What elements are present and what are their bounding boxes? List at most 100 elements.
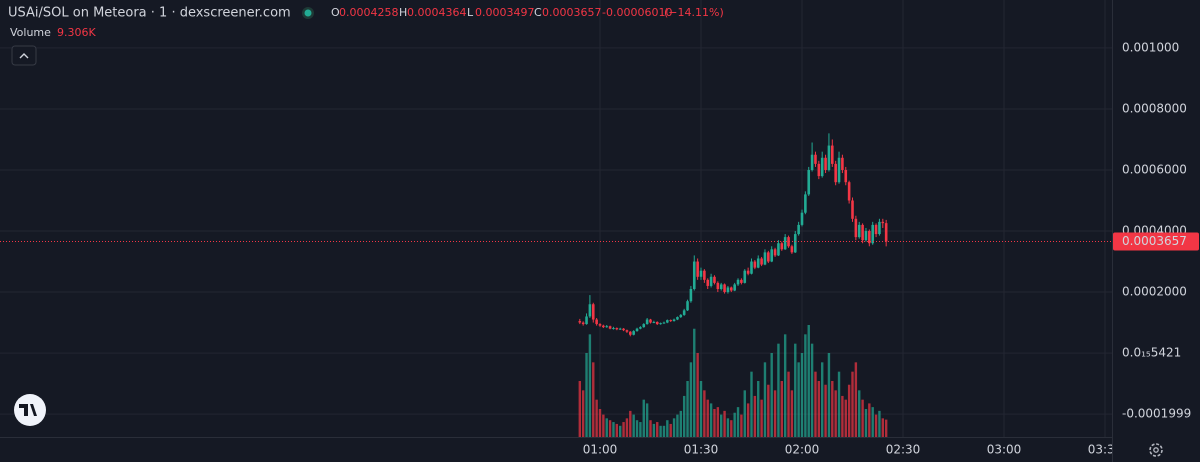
candle-body [881, 221, 885, 224]
volume-bar [760, 399, 763, 437]
candle-body [733, 284, 736, 291]
candle-body [578, 321, 582, 323]
candle-body [854, 218, 858, 238]
y-tick-label: 0.0006000 [1122, 162, 1187, 176]
candle-body [844, 169, 848, 183]
price-scale-panel [1112, 0, 1200, 462]
candle-body [857, 224, 861, 238]
plot-area: 01:00 01:30 02:00 02:30 03:00 03:30 [0, 0, 1122, 457]
volume-bar [733, 412, 736, 437]
volume-bar [723, 410, 726, 437]
price-scale: 0.0010000.00080000.00060000.00040000.000… [1113, 40, 1199, 421]
volume-bar [662, 425, 666, 437]
candle-body [763, 252, 767, 265]
x-tick-label: 02:00 [785, 443, 820, 457]
logo-mark[interactable] [19, 404, 37, 416]
volume-bar [824, 384, 827, 437]
volume-bar [740, 414, 743, 437]
candle-body [608, 326, 612, 329]
gear-outer[interactable] [1149, 443, 1163, 457]
candle-body [773, 249, 777, 256]
volume-bar [743, 390, 746, 437]
candle-body [649, 319, 652, 323]
volume-bar [854, 362, 858, 437]
candle-body [625, 330, 629, 332]
change-value: -0.00006010 [602, 6, 672, 19]
volume-bar [622, 422, 625, 437]
volume-bar [696, 353, 699, 437]
candle-body [585, 316, 588, 325]
candle-body [686, 301, 689, 311]
gear-inner[interactable] [1153, 447, 1159, 453]
candle-body [874, 224, 878, 235]
candle-body [878, 221, 881, 235]
volume-bar [686, 381, 689, 437]
volume-bar [659, 425, 662, 437]
volume-bar [713, 409, 716, 437]
candle-body [615, 328, 619, 330]
volume-bar [851, 371, 854, 437]
candle-body [868, 231, 871, 244]
volume-bar [878, 410, 881, 437]
candle-body [730, 287, 733, 291]
candle-body [605, 326, 609, 328]
x-tick-label: 02:30 [886, 443, 921, 457]
volume-bar [703, 390, 706, 437]
candle-body [723, 284, 726, 293]
logo-circle[interactable] [14, 394, 46, 426]
candle-body [884, 223, 888, 242]
candle-body [726, 287, 730, 293]
candle-body [777, 243, 780, 256]
candle-body [632, 331, 635, 335]
candle-body [797, 224, 800, 235]
candle-body [750, 261, 753, 274]
volume-bar [652, 423, 656, 437]
candle-body [736, 279, 740, 285]
volume-bar [625, 418, 629, 437]
volume-bar [726, 418, 730, 437]
candle-body [790, 246, 794, 253]
collapse-button[interactable] [11, 45, 37, 66]
volume-bar [780, 381, 783, 437]
candle-body [817, 163, 821, 177]
volume-bar [585, 353, 588, 437]
volume-bar [871, 407, 874, 437]
volume-bar [777, 343, 780, 437]
settings-button[interactable] [1149, 443, 1163, 457]
volume-bar [746, 403, 750, 437]
volume-bar [679, 410, 682, 437]
candle-body [767, 252, 770, 262]
volume-bar [656, 422, 659, 437]
volume-bar [682, 395, 686, 437]
candle-body [804, 194, 807, 213]
volume-bar [800, 353, 804, 437]
volume-bar [834, 390, 837, 437]
volume-bar [642, 399, 645, 437]
volume-bar [581, 390, 585, 437]
volume-bar [807, 325, 810, 437]
volume-bar [716, 407, 720, 437]
volume-bar [821, 362, 824, 437]
collapse-box[interactable] [11, 45, 37, 66]
volume-bar [635, 420, 639, 437]
ohlc-value: 0.0004258 [339, 6, 399, 19]
candle-body [709, 276, 713, 286]
candle-body [676, 317, 679, 320]
candle-body [591, 304, 595, 320]
volume-bar [730, 420, 733, 437]
collapse-arrow[interactable] [19, 53, 29, 59]
volume-bar [595, 399, 598, 437]
volume-bar [615, 423, 619, 437]
volume-bar [881, 418, 884, 437]
volume-bar [874, 414, 878, 437]
candle-body [783, 237, 787, 250]
ohlc-key: L [467, 6, 474, 19]
y-tick-label: 0.0002000 [1122, 285, 1187, 299]
candle-body [602, 325, 605, 328]
tradingview-logo[interactable] [14, 394, 46, 426]
volume-bar [827, 353, 831, 437]
volume-bar [868, 403, 871, 437]
candle-body [662, 322, 666, 324]
volume-bar [841, 395, 844, 437]
candle-body [871, 224, 874, 244]
